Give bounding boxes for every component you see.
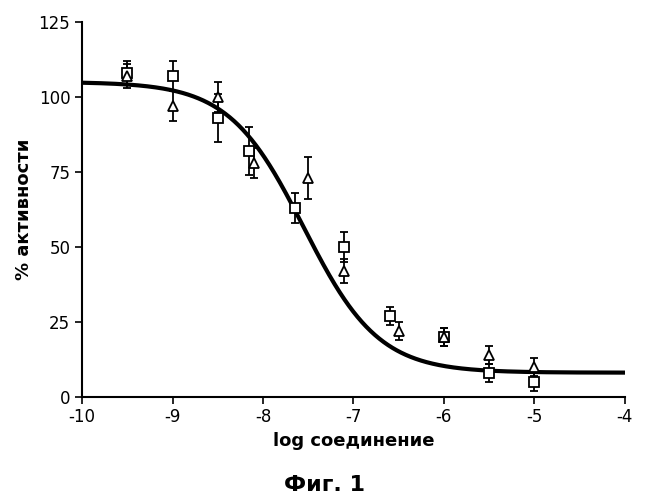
X-axis label: log соединение: log соединение xyxy=(273,432,434,450)
Text: Фиг. 1: Фиг. 1 xyxy=(284,475,364,495)
Y-axis label: % активности: % активности xyxy=(15,138,33,280)
